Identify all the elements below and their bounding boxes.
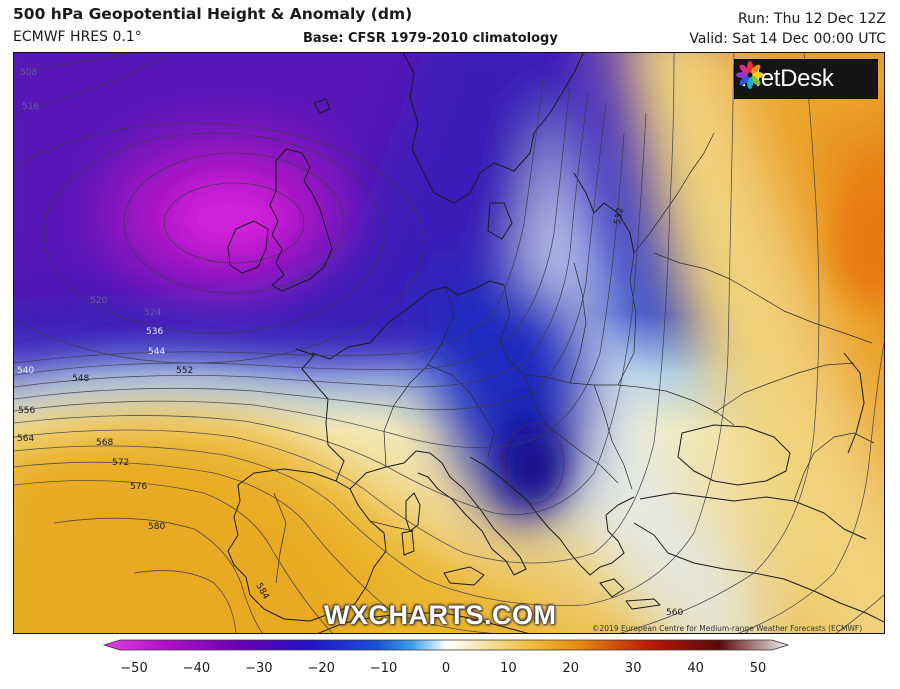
colorbar-tick-label: 40 [687, 661, 704, 676]
colorbar-tick-label: 50 [750, 661, 767, 676]
metdesk-logo: MetDesk [734, 59, 878, 99]
contour-label-524: 524 [144, 308, 161, 318]
contour-label-516: 516 [22, 102, 39, 112]
colorbar-tick-label: 10 [500, 661, 517, 676]
colorbar-svg: −50 −40 −30 −20 −10 0 10 20 30 40 50 [102, 639, 790, 676]
run-time: Run: Thu 12 Dec 12Z [738, 11, 886, 27]
coastlines [227, 53, 884, 633]
contour-label-556: 556 [18, 406, 35, 416]
contour-label-552: 552 [176, 366, 193, 376]
contour-label-520: 520 [90, 296, 107, 306]
colorbar-tick-label: 30 [625, 661, 642, 676]
colorbar-gradient [102, 639, 790, 651]
contour-label-580: 580 [148, 522, 165, 532]
colorbar-ticks: −50 −40 −30 −20 −10 0 10 20 30 40 50 [120, 661, 766, 676]
colorbar-tick-label: 0 [442, 661, 450, 676]
contour-label-532: 532 [613, 207, 626, 226]
wxcharts-watermark: WXCHARTS.COM [324, 600, 557, 630]
colorbar-tick-label: −30 [245, 661, 272, 676]
contour-label-508: 508 [20, 68, 37, 78]
height-contours [14, 53, 884, 633]
copyright-notice: ©2019 European Centre for Medium-range W… [592, 624, 863, 633]
valid-time: Valid: Sat 14 Dec 00:00 UTC [689, 31, 886, 47]
contour-label-536: 536 [146, 327, 163, 337]
contour-label-576: 576 [130, 482, 147, 492]
contour-label-568: 568 [96, 438, 113, 448]
colorbar: −50 −40 −30 −20 −10 0 10 20 30 40 50 [0, 638, 900, 689]
colorbar-tick-label: 20 [563, 661, 580, 676]
country-borders [273, 132, 875, 584]
contour-label-540: 540 [17, 366, 34, 376]
chart-title: 500 hPa Geopotential Height & Anomaly (d… [13, 5, 413, 23]
colorbar-tick-label: −50 [120, 661, 147, 676]
contour-label-548: 548 [72, 374, 89, 384]
map-canvas: 508 516 520 524 528 532 536 540 544 548 … [14, 53, 884, 633]
contour-label-560: 560 [666, 608, 683, 618]
contour-label-544: 544 [148, 347, 165, 357]
anomaly-field [14, 53, 884, 633]
contour-label-564: 564 [17, 434, 34, 444]
climatology-base: Base: CFSR 1979-2010 climatology [303, 31, 558, 46]
colorbar-tick-label: −10 [370, 661, 397, 676]
metdesk-flower-icon [736, 61, 764, 89]
anomaly-map: 508 516 520 524 528 532 536 540 544 548 … [13, 52, 885, 634]
model-name: ECMWF HRES 0.1° [13, 29, 142, 45]
colorbar-tick-label: −40 [183, 661, 210, 676]
contour-label-572: 572 [112, 458, 129, 468]
colorbar-tick-label: −20 [307, 661, 334, 676]
